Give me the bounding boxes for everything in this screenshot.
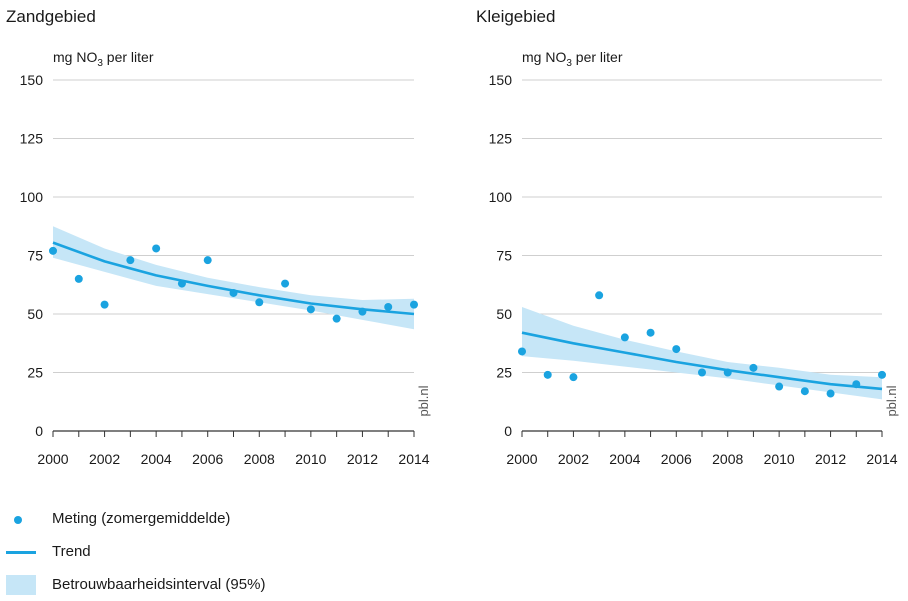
x-tick-label: 2008 xyxy=(712,451,743,467)
y-tick-label: 50 xyxy=(496,306,512,322)
data-point xyxy=(878,370,886,379)
x-tick-label: 2014 xyxy=(398,451,429,467)
data-point xyxy=(852,380,861,389)
y-tick-label: 0 xyxy=(35,423,43,439)
x-tick-label: 2000 xyxy=(37,451,68,467)
data-point xyxy=(281,279,290,288)
data-point xyxy=(100,300,109,309)
x-tick-label: 2012 xyxy=(347,451,378,467)
chart-title: Kleigebied xyxy=(476,7,555,26)
y-tick-label: 150 xyxy=(489,72,513,88)
y-tick-label: 0 xyxy=(504,423,512,439)
x-tick-label: 2012 xyxy=(815,451,846,467)
data-point xyxy=(255,298,264,307)
data-point xyxy=(152,244,161,253)
data-point xyxy=(306,305,315,314)
y-tick-label: 75 xyxy=(27,248,43,264)
data-point xyxy=(723,368,732,377)
data-point xyxy=(518,347,526,356)
data-point xyxy=(646,328,655,337)
chart-title: Zandgebied xyxy=(6,7,96,26)
data-point xyxy=(800,387,809,396)
confidence-band xyxy=(522,307,882,400)
legend-item-meting: Meting (zomergemiddelde) xyxy=(0,508,400,530)
legend-label-interval: Betrouwbaarheidsinterval (95%) xyxy=(52,576,266,593)
data-point xyxy=(569,373,578,382)
confidence-band xyxy=(53,226,414,330)
watermark: pbl.nl xyxy=(416,385,431,416)
data-point xyxy=(49,246,57,255)
y-tick-label: 25 xyxy=(496,365,512,381)
data-point xyxy=(698,368,706,377)
legend-point-swatch xyxy=(14,516,22,524)
x-tick-label: 2014 xyxy=(866,451,897,467)
legend-label-meting: Meting (zomergemiddelde) xyxy=(52,510,231,527)
data-point xyxy=(126,256,135,265)
y-tick-label: 100 xyxy=(20,189,44,205)
data-point xyxy=(74,274,83,283)
x-tick-label: 2006 xyxy=(661,451,692,467)
x-tick-label: 2008 xyxy=(244,451,275,467)
x-tick-label: 2004 xyxy=(141,451,172,467)
y-tick-label: 75 xyxy=(496,248,512,264)
data-point xyxy=(358,307,367,316)
y-tick-label: 125 xyxy=(20,131,44,147)
data-point xyxy=(332,314,341,323)
data-point xyxy=(749,363,758,372)
x-tick-label: 2006 xyxy=(192,451,223,467)
data-point xyxy=(595,291,604,300)
y-tick-label: 150 xyxy=(20,72,44,88)
y-axis-label: mg NO3 per liter xyxy=(53,49,154,69)
data-point xyxy=(543,370,552,379)
data-point xyxy=(826,389,835,398)
x-tick-label: 2002 xyxy=(558,451,589,467)
x-tick-label: 2002 xyxy=(89,451,120,467)
chart-panel-kleigebied: Kleigebied mg NO3 per liter 0 25 50 75 100 125 1… xyxy=(476,7,899,467)
data-point xyxy=(384,302,393,311)
watermark: pbl.nl xyxy=(884,385,899,416)
data-point xyxy=(672,345,681,354)
y-tick-label: 25 xyxy=(27,365,43,381)
data-point xyxy=(203,256,212,265)
trend-line xyxy=(521,331,883,391)
chart-panel-zandgebied: Zandgebied mg NO3 per liter 0 25 50 75 100 125 1… xyxy=(6,7,431,467)
data-point xyxy=(177,279,186,288)
legend-item-trend: Trend xyxy=(0,541,400,563)
legend: Meting (zomergemiddelde) Trend Betrouwba… xyxy=(0,508,400,601)
x-tick-label: 2004 xyxy=(609,451,640,467)
x-tick-label: 2010 xyxy=(295,451,326,467)
y-tick-label: 50 xyxy=(27,306,43,322)
x-tick-label: 2000 xyxy=(506,451,537,467)
data-point xyxy=(775,382,784,391)
y-tick-label: 100 xyxy=(489,189,513,205)
legend-band-swatch xyxy=(6,575,36,595)
x-tick-label: 2010 xyxy=(764,451,795,467)
y-tick-label: 125 xyxy=(489,131,513,147)
legend-line-swatch xyxy=(6,551,36,554)
data-point xyxy=(620,333,629,342)
data-point xyxy=(410,300,418,309)
data-point xyxy=(229,288,238,297)
legend-label-trend: Trend xyxy=(52,543,91,560)
legend-item-interval: Betrouwbaarheidsinterval (95%) xyxy=(0,574,400,596)
y-axis-label: mg NO3 per liter xyxy=(522,49,623,69)
